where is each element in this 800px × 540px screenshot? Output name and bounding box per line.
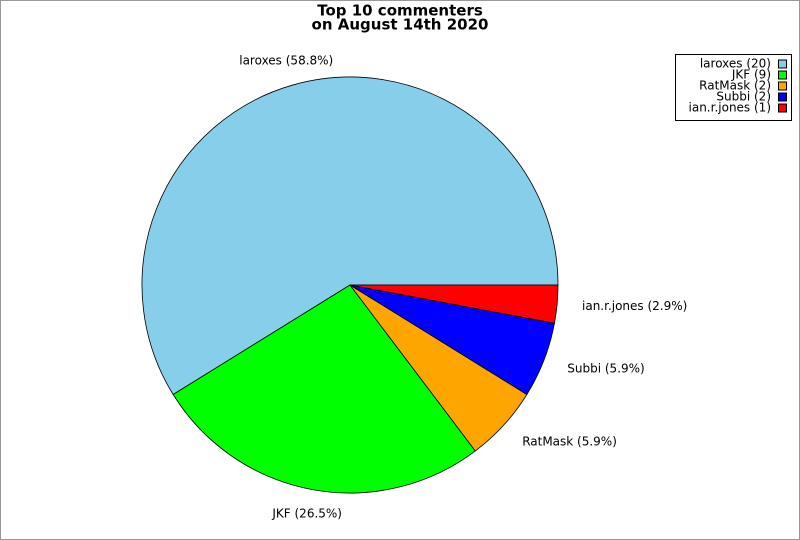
pie-slice <box>172 284 476 494</box>
chart-title: Top 10 commenters <box>317 2 483 20</box>
legend-label: JKF (9) <box>731 68 771 82</box>
slice-label: JKF (26.5%) <box>271 507 342 521</box>
pie-slice <box>349 284 559 324</box>
legend-box <box>675 54 792 121</box>
slice-label: Subbi (5.9%) <box>567 362 644 376</box>
legend-label: laroxes (20) <box>700 57 771 71</box>
chart-subtitle: on August 14th 2020 <box>312 16 489 34</box>
slice-label: laroxes (58.8%) <box>239 53 333 67</box>
legend-swatch <box>778 81 787 91</box>
legend-swatch <box>778 92 787 102</box>
legend-swatch <box>778 103 787 113</box>
slice-label: ian.r.jones (2.9%) <box>582 299 687 313</box>
legend-label: Subbi (2) <box>716 90 771 104</box>
legend-label: RatMask (2) <box>699 79 771 93</box>
slice-label: RatMask (5.9%) <box>522 434 617 448</box>
legend-swatch <box>778 70 787 80</box>
legend-swatch <box>778 59 787 69</box>
pie-slice <box>141 76 559 396</box>
legend-label: ian.r.jones (1) <box>689 101 771 115</box>
